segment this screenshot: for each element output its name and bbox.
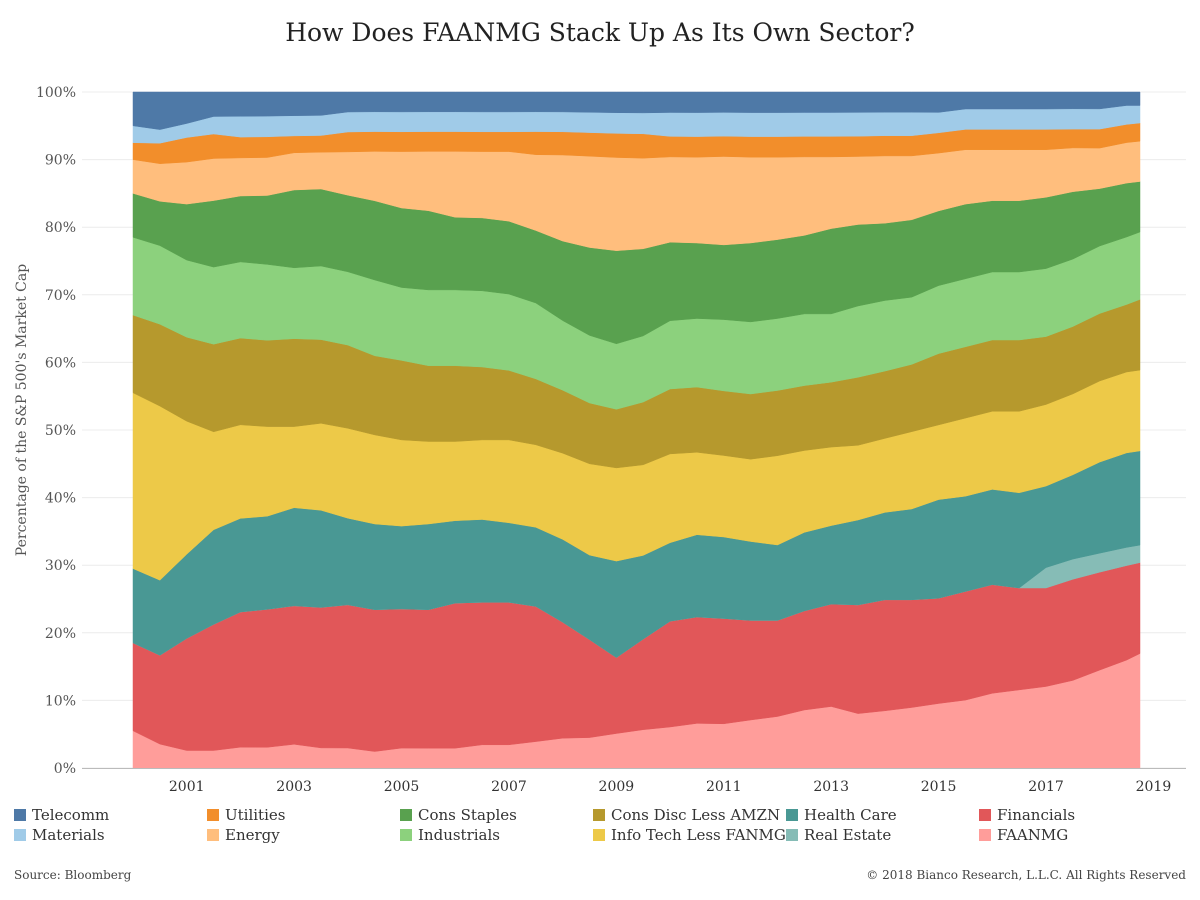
- legend-swatch: [979, 809, 991, 821]
- y-tick-label: 90%: [45, 153, 76, 169]
- y-tick-label: 30%: [45, 558, 76, 574]
- y-tick-label: 10%: [45, 693, 76, 709]
- y-tick-label: 100%: [36, 85, 76, 101]
- legend-swatch: [207, 829, 219, 841]
- x-tick-label: 2017: [1028, 779, 1064, 795]
- x-tick-label: 2015: [921, 779, 957, 795]
- legend-label: Info Tech Less FANMG: [611, 826, 786, 844]
- x-tick-label: 2001: [169, 779, 205, 795]
- legend-label: Industrials: [418, 826, 500, 844]
- legend-label: Cons Disc Less AMZN: [611, 806, 781, 824]
- legend-label: FAANMG: [997, 826, 1069, 844]
- legend-item: Cons Staples: [400, 806, 517, 824]
- legend-item: Energy: [207, 826, 280, 844]
- legend-label: Cons Staples: [418, 806, 517, 824]
- y-tick-label: 70%: [45, 288, 76, 304]
- legend-swatch: [400, 829, 412, 841]
- legend-label: Energy: [225, 826, 280, 844]
- legend-swatch: [593, 809, 605, 821]
- legend-item: Utilities: [207, 806, 285, 824]
- legend-label: Utilities: [225, 806, 286, 824]
- y-tick-label: 80%: [45, 220, 76, 236]
- legend-swatch: [979, 829, 991, 841]
- y-tick-label: 50%: [45, 423, 76, 439]
- x-tick-label: 2011: [706, 779, 742, 795]
- legend-swatch: [14, 809, 26, 821]
- legend-swatch: [400, 809, 412, 821]
- legend-label: Health Care: [804, 806, 897, 824]
- legend-item: Industrials: [400, 826, 500, 844]
- x-tick-label: 2009: [599, 779, 635, 795]
- x-tick-label: 2007: [491, 779, 527, 795]
- y-tick-label: 0%: [54, 761, 76, 777]
- y-axis-label: Percentage of the S&P 500's Market Cap: [14, 264, 30, 556]
- legend-item: Telecomm: [14, 806, 109, 824]
- legend-swatch: [207, 809, 219, 821]
- source-note: Source: Bloomberg: [14, 868, 132, 882]
- area-series: [132, 91, 1141, 769]
- x-tick-label: 2013: [813, 779, 849, 795]
- legend-swatch: [786, 829, 798, 841]
- legend-swatch: [593, 829, 605, 841]
- legend-item: Materials: [14, 826, 105, 844]
- x-axis-ticks: 2001 2003 2005 2007 2009 2011 2013 2015 2017 2019: [169, 779, 1171, 795]
- legend-item: Info Tech Less FANMG: [593, 826, 786, 844]
- legend-swatch: [14, 829, 26, 841]
- x-tick-label: 2019: [1136, 779, 1172, 795]
- area-telecomm: [132, 91, 1141, 130]
- legend-item: Real Estate: [786, 826, 891, 844]
- legend-item: FAANMG: [979, 826, 1068, 844]
- y-tick-label: 40%: [45, 491, 76, 507]
- legend: Telecomm Utilities Cons Staples Cons Disc L…: [14, 806, 1194, 850]
- legend-swatch: [786, 809, 798, 821]
- y-tick-label: 60%: [45, 355, 76, 371]
- copyright-note: © 2018 Bianco Research, L.L.C. All Right…: [866, 868, 1186, 882]
- stacked-area-chart: 0%10%20%30%40%50%60%70%80%90%100% 2001 20…: [14, 85, 1186, 795]
- x-tick-label: 2005: [384, 779, 420, 795]
- legend-item: Health Care: [786, 806, 897, 824]
- legend-label: Telecomm: [32, 806, 110, 824]
- x-tick-label: 2003: [276, 779, 312, 795]
- y-axis-ticks: 0% 10% 20% 30% 40% 50% 60% 70% 80% 90% 100%: [36, 85, 76, 777]
- chart-title: How Does FAANMG Stack Up As Its Own Sect…: [285, 18, 915, 47]
- legend-item: Financials: [979, 806, 1075, 824]
- y-tick-label: 20%: [45, 626, 76, 642]
- legend-item: Cons Disc Less AMZN: [593, 806, 780, 824]
- legend-label: Materials: [32, 826, 105, 844]
- legend-label: Real Estate: [804, 826, 892, 844]
- legend-label: Financials: [997, 806, 1076, 824]
